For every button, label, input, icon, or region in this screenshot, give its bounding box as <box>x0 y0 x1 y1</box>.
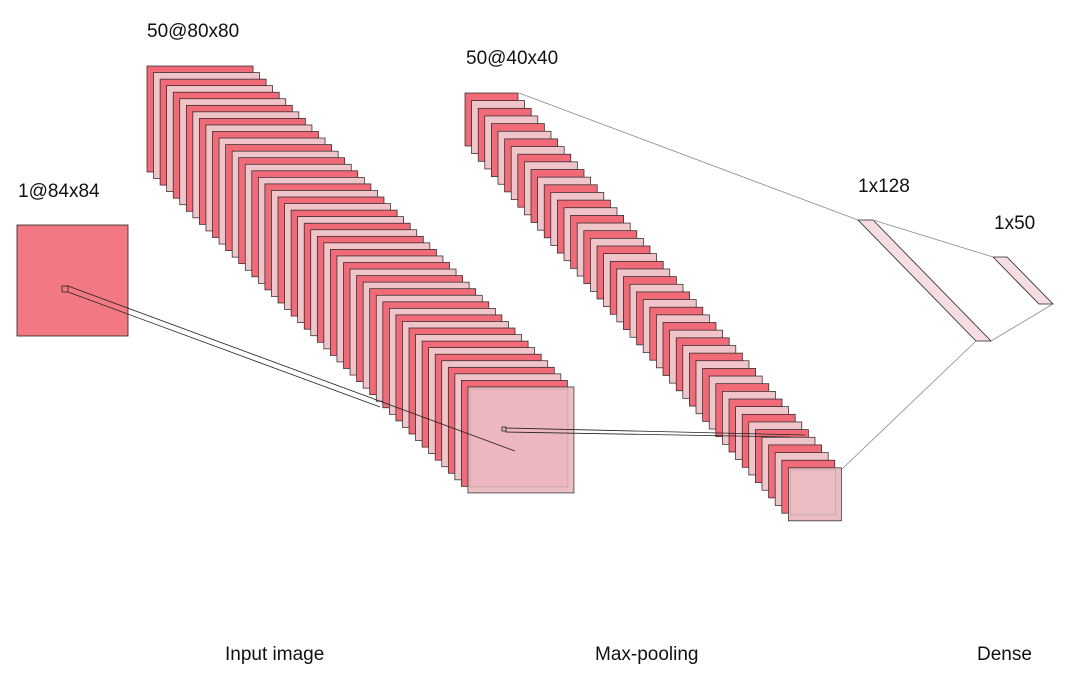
input-to-conv-line-upper <box>67 285 516 452</box>
input-kernel-patch <box>61 285 69 293</box>
dense2-layer <box>992 256 1054 305</box>
pool-to-dense1-bottom <box>841 340 977 470</box>
input-to-conv-line-lower <box>67 291 381 408</box>
dense1-layer <box>857 219 992 342</box>
pool-feature-map <box>788 467 842 522</box>
dense1-to-dense2-top <box>872 219 994 258</box>
caption-dense: Dense <box>977 644 1032 665</box>
pool-to-dense1-top <box>518 92 859 221</box>
conv-layer-dims: 50@80x80 <box>147 21 240 42</box>
pool-layer-dims: 50@40x40 <box>466 48 559 69</box>
conv-map-inner-frame <box>469 388 569 488</box>
dense1-to-dense2-bottom <box>990 303 1054 342</box>
pool-map-inner-frame <box>790 469 836 516</box>
conv-kernel-to-pool-line-a <box>504 427 806 436</box>
caption-input-image: Input image <box>225 644 325 665</box>
dense2-layer-dims: 1x50 <box>994 213 1036 234</box>
conv-feature-map-stack <box>146 65 575 494</box>
input-image <box>16 224 129 337</box>
input-layer-dims: 1@84x84 <box>18 181 100 202</box>
dense1-layer-dims: 1x128 <box>858 176 910 197</box>
conv-kernel-patch <box>501 426 507 432</box>
conv-kernel-to-pool-line-b <box>504 431 791 438</box>
conv-feature-map <box>467 386 575 494</box>
caption-max-pooling: Max-pooling <box>595 644 699 665</box>
pool-feature-map-stack <box>464 92 842 522</box>
